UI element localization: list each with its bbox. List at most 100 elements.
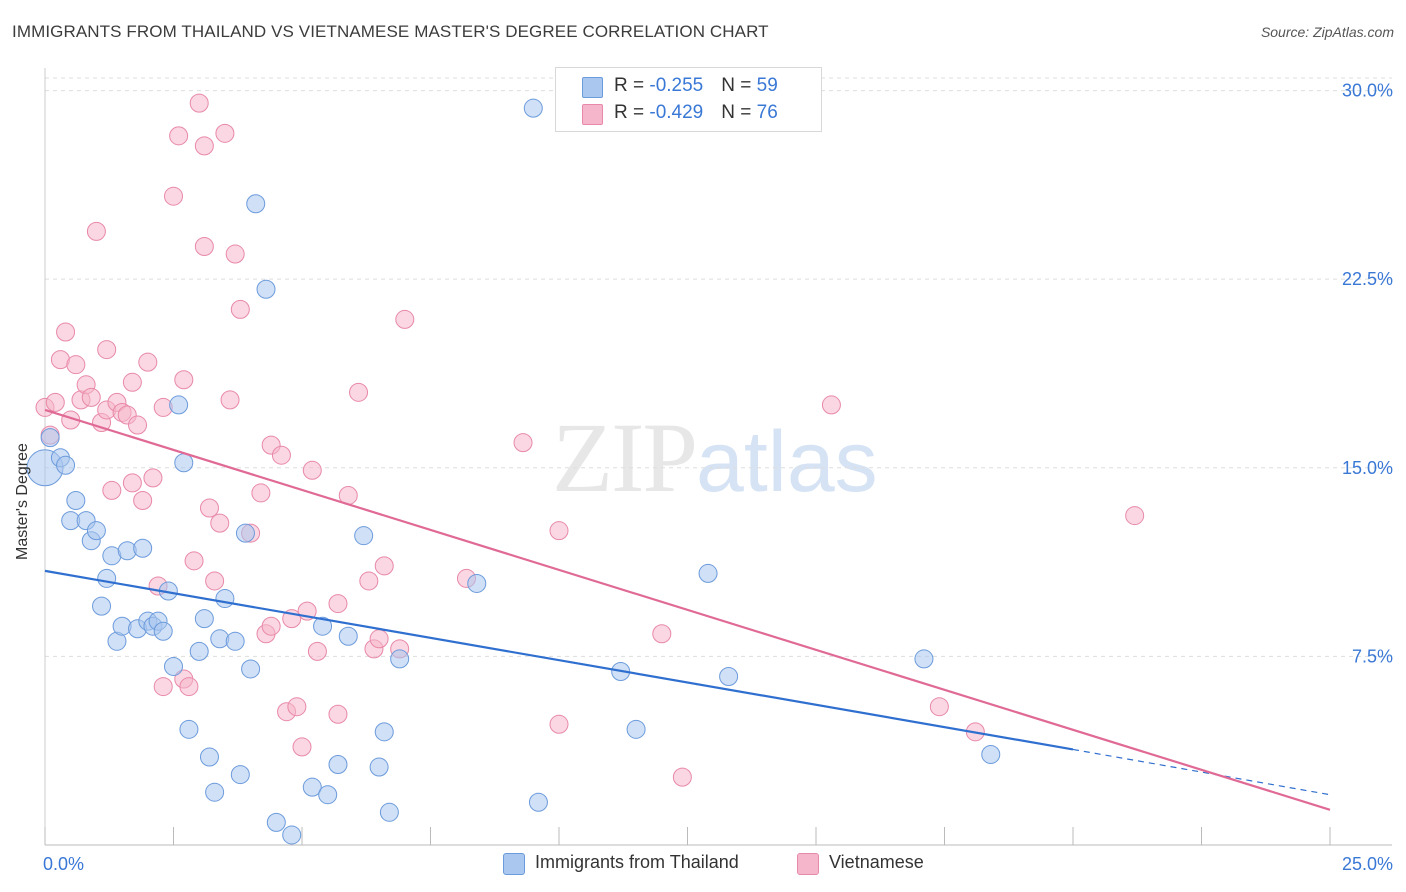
vietnamese-point — [215, 123, 235, 143]
vietnamese-point — [179, 677, 199, 697]
x-tick-label: 25.0% — [1342, 854, 1393, 874]
vietnamese-point — [369, 629, 389, 649]
thailand-point — [235, 523, 255, 543]
vietnamese-point — [102, 480, 122, 500]
thailand-point — [92, 596, 112, 616]
vietnamese-point — [184, 551, 204, 571]
vietnamese-point — [513, 433, 533, 453]
vietnamese-point — [169, 126, 189, 146]
y-axis-label: Master's Degree — [14, 443, 31, 560]
vietnamese-point — [395, 309, 415, 329]
thailand-trend-extension — [1072, 748, 1331, 796]
thailand-point — [194, 609, 214, 629]
legend-swatch-vietnamese — [582, 104, 603, 125]
thailand-point — [719, 667, 739, 687]
vietnamese-point — [128, 415, 148, 435]
thailand-point — [40, 428, 60, 448]
thailand-point — [390, 649, 410, 669]
vietnamese-point — [821, 395, 841, 415]
vietnamese-point — [929, 697, 949, 717]
legend-swatch-thailand — [582, 77, 603, 98]
thailand-point — [97, 568, 117, 588]
legend-text-vietnamese: R = -0.429 N = 76 — [614, 102, 778, 124]
thailand-point — [174, 453, 194, 473]
watermark-atlas: atlas — [696, 414, 878, 510]
thailand-point — [369, 757, 389, 777]
vietnamese-point — [328, 704, 348, 724]
chart-title: IMMIGRANTS FROM THAILAND VS VIETNAMESE M… — [12, 22, 769, 41]
thailand-point — [153, 621, 173, 641]
thailand-point — [256, 279, 276, 299]
thailand-point — [467, 573, 487, 593]
vietnamese-point — [271, 445, 291, 465]
vietnamese-point — [307, 641, 327, 661]
thailand-point — [266, 812, 286, 832]
correlation-legend: R = -0.255 N = 59 R = -0.429 N = 76 — [555, 67, 822, 132]
vietnamese-trend-line — [44, 408, 1331, 811]
legend-r-value-thailand: -0.255 — [649, 75, 704, 96]
legend-r-label: R = — [614, 75, 650, 96]
thailand-point — [379, 802, 399, 822]
thailand-point — [56, 455, 76, 475]
thailand-point — [86, 521, 106, 541]
thailand-point — [523, 98, 543, 118]
thailand-point — [205, 782, 225, 802]
thailand-point — [169, 395, 189, 415]
vietnamese-point — [220, 390, 240, 410]
thailand-point — [164, 656, 183, 676]
vietnamese-point — [56, 322, 76, 342]
vietnamese-point — [194, 236, 214, 256]
x-tick-label: 0.0% — [43, 854, 84, 874]
y-tick-label: 22.5% — [1342, 269, 1393, 289]
thailand-point — [981, 744, 1001, 764]
source-credit: Source: ZipAtlas.com — [1260, 24, 1394, 40]
thailand-point — [225, 631, 245, 651]
y-tick-label: 7.5% — [1352, 646, 1393, 666]
vietnamese-point — [359, 571, 379, 591]
legend-r-label: R = — [614, 102, 650, 123]
thailand-point — [626, 719, 646, 739]
thailand-point — [230, 765, 250, 785]
vietnamese-point — [153, 677, 173, 697]
vietnamese-point — [189, 93, 209, 113]
legend-n-value-thailand: 59 — [756, 75, 778, 96]
legend-n-value-vietnamese: 76 — [756, 102, 778, 123]
thailand-point — [241, 659, 261, 679]
thailand-point — [328, 755, 348, 775]
vietnamese-point — [549, 521, 569, 541]
vietnamese-point — [652, 624, 672, 644]
legend-r-value-vietnamese: -0.429 — [649, 102, 704, 123]
thailand-point — [698, 563, 718, 583]
vietnamese-point — [199, 498, 219, 518]
vietnamese-point — [205, 571, 225, 591]
bottom-legend-swatch-vietnamese — [797, 853, 819, 875]
bottom-legend-swatch-thailand — [503, 853, 525, 875]
thailand-point — [66, 490, 86, 510]
vietnamese-point — [81, 387, 101, 407]
vietnamese-point — [194, 136, 214, 156]
thailand-point — [302, 777, 322, 797]
vietnamese-point — [328, 594, 348, 614]
vietnamese-point — [174, 370, 194, 390]
thailand-point — [189, 641, 209, 661]
vietnamese-point — [122, 372, 142, 392]
vietnamese-point — [45, 392, 65, 412]
vietnamese-point — [66, 355, 86, 375]
vietnamese-point — [210, 513, 230, 533]
thailand-point — [179, 719, 199, 739]
vietnamese-point — [138, 352, 158, 372]
vietnamese-point — [230, 299, 250, 319]
vietnamese-point — [1125, 506, 1145, 526]
thailand-point — [338, 626, 358, 646]
legend-n-label: N = — [721, 75, 757, 96]
thailand-point — [313, 616, 333, 636]
thailand-point — [199, 747, 219, 767]
legend-n-label: N = — [721, 102, 757, 123]
vietnamese-point — [122, 473, 142, 493]
thailand-point — [215, 589, 235, 609]
vietnamese-point — [287, 697, 307, 717]
watermark-zip: ZIP — [552, 402, 698, 513]
vietnamese-point — [672, 767, 692, 787]
y-tick-label: 30.0% — [1342, 81, 1393, 101]
thailand-point — [133, 538, 153, 558]
